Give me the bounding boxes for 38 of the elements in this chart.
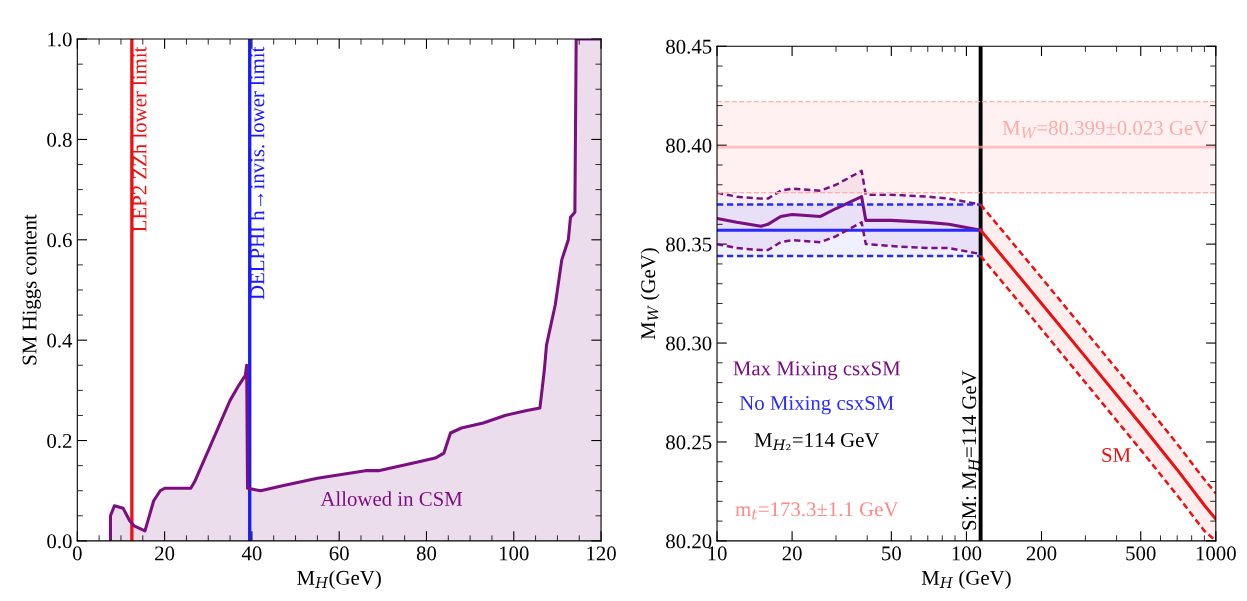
y-tick-label: 80.45: [666, 39, 712, 54]
x-tick-label: 20: [155, 546, 175, 561]
y-tick-label: 0.0: [47, 534, 72, 549]
x-tick-label: 60: [329, 546, 349, 561]
y-axis-title: M$_{W}$ (GeV): [640, 248, 660, 340]
series-label: SM: [1102, 448, 1131, 463]
annotation: Allowed in CSM: [320, 491, 463, 506]
y-tick-label: 80.25: [666, 435, 712, 450]
x-tick-label: 100: [952, 546, 982, 561]
x-tick-label: 40: [241, 546, 262, 561]
y-tick-label: 1.0: [48, 32, 72, 47]
x-tick-label: 500: [1126, 546, 1156, 561]
x-tick-label: 20: [782, 546, 802, 561]
y-tick-label: 80.35: [666, 237, 712, 252]
x-tick-label: 200: [1026, 546, 1057, 561]
x-axis-title: M$_{H}$(GeV): [297, 570, 381, 590]
annotation: m$_{t}$=173.3±1.1 GeV: [735, 502, 899, 520]
y-tick-label: 0.4: [47, 333, 73, 348]
annotation: M$_{H₂}$=114 GeV: [754, 433, 880, 451]
x-tick-label: 0: [72, 546, 82, 561]
x-tick-label: 100: [499, 546, 529, 561]
ref-line-label: M$_{W}$=80.399±0.023 GeV: [1002, 120, 1208, 138]
text: No Mixing csxSM: [739, 396, 894, 415]
x-tick-label: 80: [416, 546, 437, 561]
x-tick-label: 120: [587, 546, 616, 561]
ref-line-label: DELPHI h→invis. lower limit: [249, 46, 265, 300]
ref-line-label: SM: M$_{H}$=114 GeV: [962, 370, 980, 530]
y-tick-label: 0.6: [47, 233, 72, 248]
y-tick-label: 80.30: [666, 336, 712, 351]
text: Max Mixing csxSM: [733, 361, 901, 380]
y-axis-title: SM Higgs content: [22, 214, 41, 365]
x-axis-title: M$_{H}$ (GeV): [921, 570, 1011, 590]
y-tick-label: 0.8: [47, 132, 72, 147]
y-tick-label: 80.40: [666, 138, 712, 153]
y-tick-label: 0.2: [47, 433, 72, 449]
x-tick-label: 50: [882, 546, 901, 561]
ref-line-label: LEP2 ZZh lower limit: [131, 46, 147, 232]
x-tick-label: 1000: [1196, 546, 1236, 561]
